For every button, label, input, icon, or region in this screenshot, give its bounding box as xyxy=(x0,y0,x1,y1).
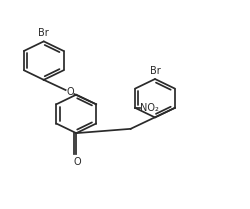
Text: O: O xyxy=(66,87,74,97)
Text: NO₂: NO₂ xyxy=(140,103,159,113)
Text: Br: Br xyxy=(150,66,160,76)
Text: O: O xyxy=(74,157,81,167)
Text: Br: Br xyxy=(38,28,49,38)
